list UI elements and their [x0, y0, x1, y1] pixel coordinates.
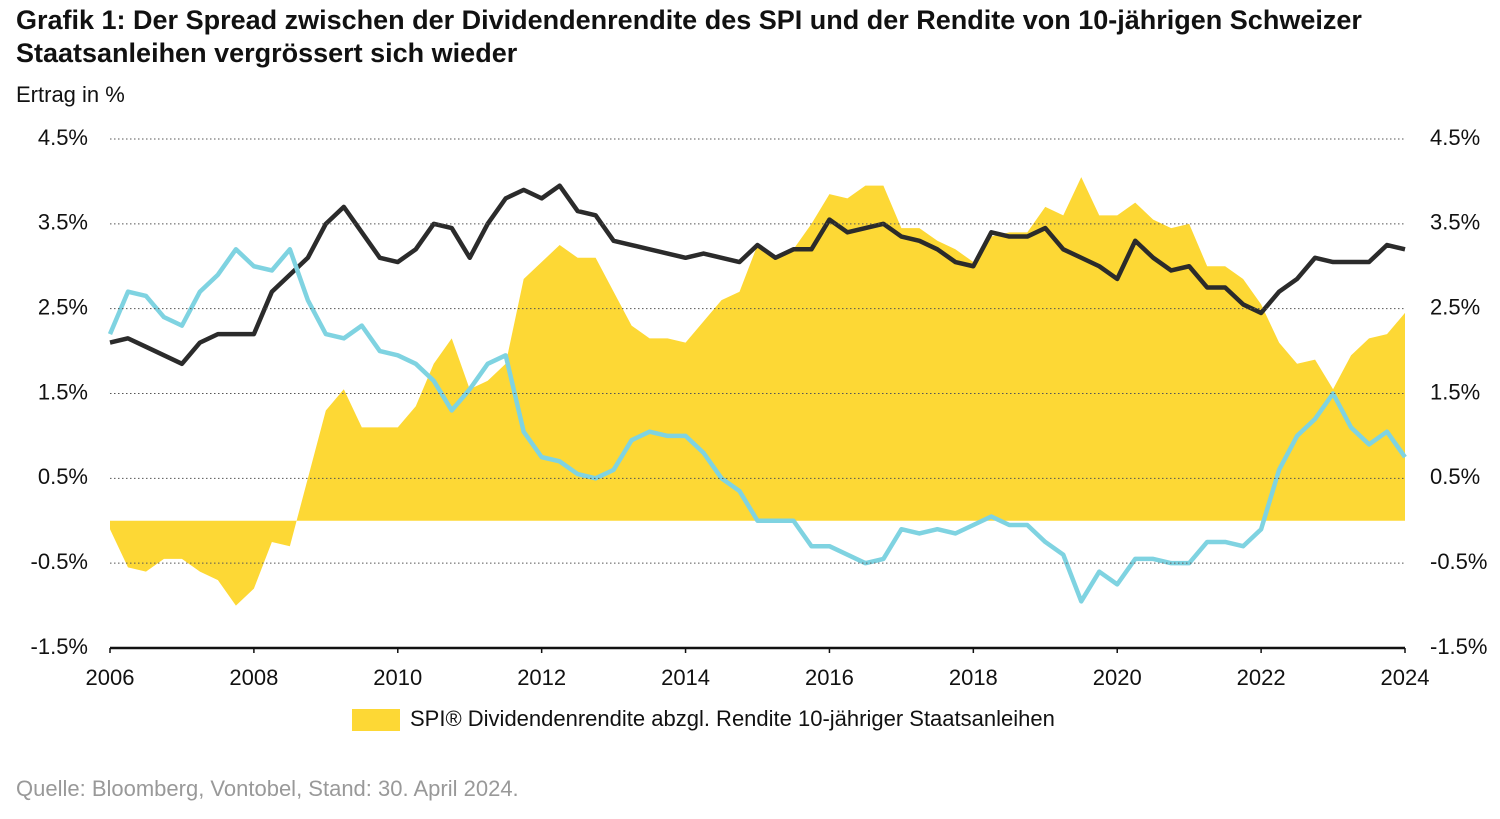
y-tick-label: 1.5% [38, 379, 88, 404]
x-tick-label: 2012 [517, 665, 566, 690]
y-tick-label: -1.5% [31, 634, 88, 659]
x-tick-label: 2010 [373, 665, 422, 690]
x-tick-label: 2024 [1381, 665, 1430, 690]
y-tick-label: 4.5% [38, 125, 88, 150]
x-tick-label: 2018 [949, 665, 998, 690]
line [107, 247, 1407, 604]
y2-tick-label: -1.5% [1430, 634, 1487, 659]
x-tick-label: 2016 [805, 665, 854, 690]
y-tick-label: 2.5% [38, 294, 88, 319]
y2-tick-label: 1.5% [1430, 379, 1480, 404]
line [109, 183, 1406, 367]
x-tick-label: 2022 [1237, 665, 1286, 690]
x-tick-label: 2006 [86, 665, 135, 690]
y-tick-label: -0.5% [31, 549, 88, 574]
chart-title: Grafik 1: Der Spread zwischen der Divide… [16, 5, 1362, 68]
x-tick-label: 2014 [661, 665, 710, 690]
legend-label: SPI® Dividendenrendite abzgl. Rendite 10… [410, 706, 1055, 731]
y2-tick-label: 2.5% [1430, 294, 1480, 319]
source-note: Quelle: Bloomberg, Vontobel, Stand: 30. … [16, 776, 519, 801]
chart-subtitle: Ertrag in % [16, 82, 125, 107]
legend-swatch [352, 709, 400, 731]
y2-tick-label: 0.5% [1430, 464, 1480, 489]
y2-tick-label: 3.5% [1430, 210, 1480, 235]
x-tick-label: 2008 [229, 665, 278, 690]
area [110, 177, 1405, 606]
y2-tick-label: -0.5% [1430, 549, 1487, 574]
y-tick-label: 3.5% [38, 210, 88, 235]
y-tick-label: 0.5% [38, 464, 88, 489]
x-tick-label: 2020 [1093, 665, 1142, 690]
y2-tick-label: 4.5% [1430, 125, 1480, 150]
